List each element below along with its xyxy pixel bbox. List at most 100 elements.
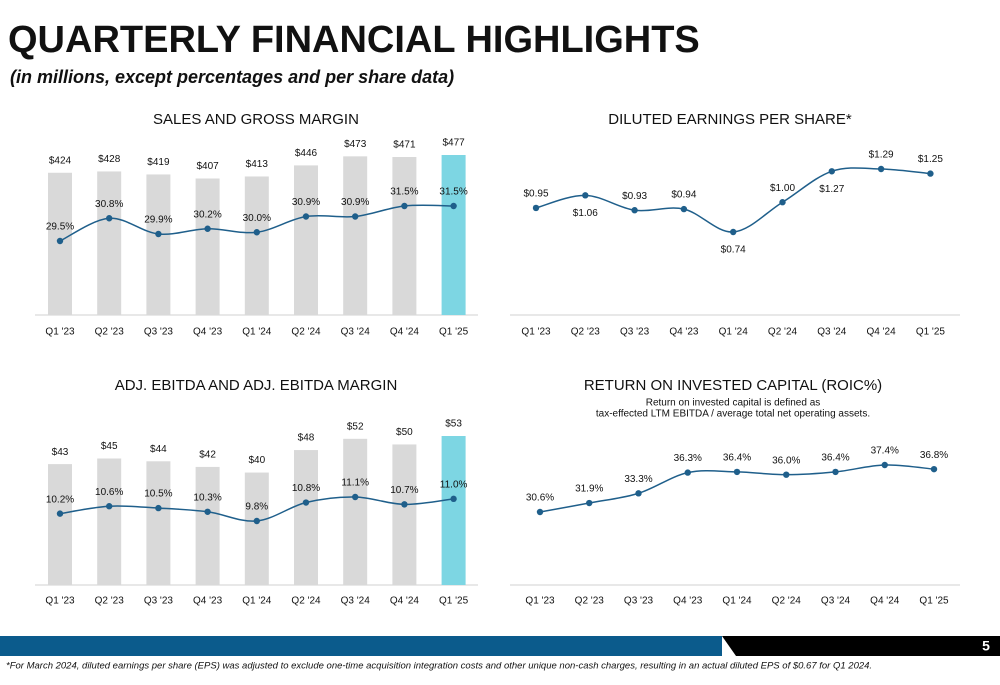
line-value-label: 10.3% bbox=[193, 492, 221, 503]
line-value-label: $0.93 bbox=[622, 191, 647, 202]
x-tick-label: Q3 '24 bbox=[341, 596, 371, 607]
line-point bbox=[680, 205, 688, 213]
chart-title: ADJ. EBITDA AND ADJ. EBITDA MARGIN bbox=[115, 377, 398, 394]
line-value-label: 30.8% bbox=[95, 199, 123, 210]
line-point bbox=[779, 199, 786, 206]
line-value-label: $1.25 bbox=[918, 154, 943, 165]
line-value-label: 29.9% bbox=[144, 215, 172, 226]
x-tick-label: Q2 '24 bbox=[291, 327, 321, 338]
bar-value-label: $407 bbox=[196, 161, 219, 172]
bar-value-label: $471 bbox=[393, 140, 416, 151]
line-value-label: 30.9% bbox=[292, 197, 320, 208]
bar-value-label: $40 bbox=[248, 455, 265, 466]
line-point bbox=[450, 495, 457, 503]
footnote: *For March 2024, diluted earnings per sh… bbox=[6, 661, 872, 672]
x-tick-label: Q3 '23 bbox=[620, 327, 650, 338]
line-value-label: 36.4% bbox=[723, 453, 751, 464]
x-tick-label: Q1 '25 bbox=[919, 596, 949, 607]
x-tick-label: Q2 '23 bbox=[95, 596, 125, 607]
bar bbox=[392, 444, 417, 585]
line-value-label: $0.74 bbox=[721, 245, 746, 256]
line-point bbox=[253, 517, 260, 525]
bar-value-label: $419 bbox=[147, 157, 170, 168]
line-value-label: $1.29 bbox=[869, 150, 894, 161]
line-value-label: 10.2% bbox=[46, 494, 74, 505]
line-point bbox=[733, 468, 741, 476]
bar bbox=[441, 436, 466, 585]
line-point bbox=[828, 168, 835, 175]
line-value-label: 36.3% bbox=[674, 453, 702, 464]
slide-title: QUARTERLY FINANCIAL HIGHLIGHTS bbox=[8, 19, 700, 61]
bar bbox=[343, 156, 368, 315]
x-tick-label: Q3 '24 bbox=[821, 596, 851, 607]
line-value-label: 37.4% bbox=[871, 446, 899, 457]
bar bbox=[195, 466, 220, 585]
line-value-label: $0.95 bbox=[523, 189, 548, 200]
footer-band bbox=[0, 636, 722, 656]
line-value-label: 31.5% bbox=[439, 187, 467, 198]
bar-value-label: $50 bbox=[396, 427, 413, 438]
bar-value-label: $48 bbox=[298, 433, 315, 444]
line-point bbox=[106, 215, 113, 222]
line-value-label: 30.6% bbox=[526, 493, 554, 504]
bar-value-label: $413 bbox=[246, 159, 269, 170]
line-value-label: 30.0% bbox=[243, 213, 271, 224]
page-number: 5 bbox=[982, 638, 990, 654]
x-tick-label: Q4 '24 bbox=[867, 327, 897, 338]
bar-value-label: $428 bbox=[98, 154, 121, 165]
bar bbox=[294, 450, 318, 585]
line-value-label: 36.8% bbox=[920, 450, 948, 461]
bar-value-label: $53 bbox=[445, 419, 462, 430]
line-point bbox=[56, 510, 64, 517]
x-tick-label: Q1 '25 bbox=[916, 327, 946, 338]
bar-value-label: $42 bbox=[199, 450, 216, 461]
line-value-label: 30.9% bbox=[341, 197, 369, 208]
line-point bbox=[684, 469, 691, 476]
bar bbox=[244, 472, 269, 585]
line-value-label: 33.3% bbox=[624, 474, 652, 485]
chart-title: RETURN ON INVESTED CAPITAL (ROIC%) bbox=[584, 377, 882, 394]
x-tick-label: Q3 '24 bbox=[341, 327, 371, 338]
x-tick-label: Q3 '23 bbox=[624, 596, 654, 607]
line-value-label: $0.94 bbox=[671, 190, 696, 201]
x-tick-label: Q2 '24 bbox=[772, 596, 802, 607]
bar bbox=[392, 157, 417, 315]
line-value-label: 10.7% bbox=[390, 485, 418, 496]
line-point bbox=[302, 499, 310, 506]
bar bbox=[146, 174, 171, 315]
x-tick-label: Q2 '24 bbox=[291, 596, 321, 607]
line-point bbox=[877, 165, 885, 173]
chart-title: DILUTED EARNINGS PER SHARE* bbox=[608, 111, 852, 128]
x-tick-label: Q2 '23 bbox=[95, 327, 125, 338]
line-value-label: 10.5% bbox=[144, 489, 172, 500]
line-point bbox=[204, 225, 211, 232]
x-tick-label: Q2 '23 bbox=[571, 327, 601, 338]
line-point bbox=[450, 202, 457, 210]
bar-value-label: $424 bbox=[49, 155, 72, 166]
x-tick-label: Q4 '23 bbox=[673, 596, 703, 607]
line-value-label: 36.4% bbox=[821, 453, 849, 464]
line-value-label: 11.0% bbox=[440, 479, 468, 490]
bar bbox=[195, 178, 220, 315]
x-tick-label: Q4 '23 bbox=[193, 596, 223, 607]
line-point bbox=[582, 192, 589, 199]
bar bbox=[48, 464, 72, 585]
line-value-label: 11.1% bbox=[341, 478, 369, 489]
bar-value-label: $446 bbox=[295, 148, 318, 159]
line-value-label: 31.9% bbox=[575, 484, 603, 495]
line-value-label: 30.2% bbox=[193, 209, 221, 220]
line-point bbox=[532, 204, 540, 212]
line-point bbox=[881, 461, 888, 469]
x-tick-label: Q3 '23 bbox=[144, 327, 174, 338]
x-tick-label: Q1 '23 bbox=[45, 327, 75, 338]
line-point bbox=[927, 170, 934, 177]
bar bbox=[244, 176, 269, 315]
x-tick-label: Q1 '25 bbox=[439, 596, 469, 607]
x-tick-label: Q4 '24 bbox=[870, 596, 900, 607]
line-point bbox=[631, 207, 638, 214]
line-value-label: 29.5% bbox=[46, 222, 74, 233]
x-tick-label: Q4 '23 bbox=[669, 327, 699, 338]
footer-band-dark bbox=[722, 636, 1000, 656]
line-point bbox=[635, 490, 642, 497]
